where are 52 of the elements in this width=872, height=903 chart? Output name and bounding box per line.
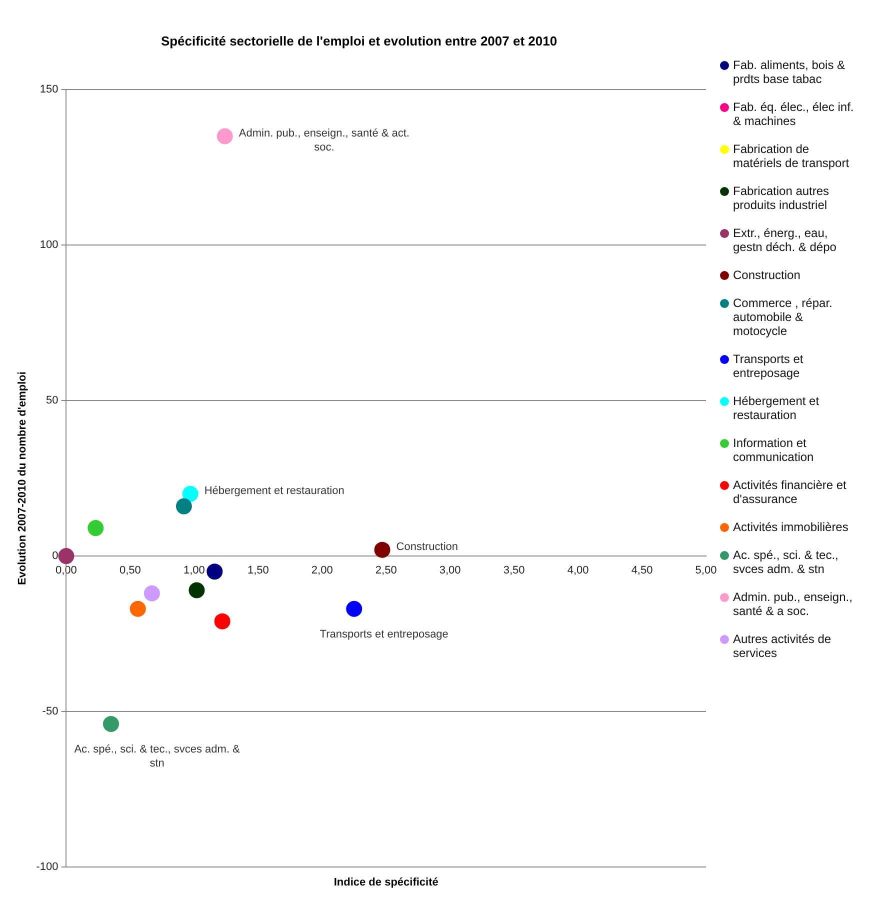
x-tick-label: 3,50 [503,564,525,577]
legend-label: Fab. aliments, bois & prdts base tabac [733,58,846,86]
point [374,542,390,558]
x-tick-label: 2,00 [311,564,333,577]
legend-label: Activités immobilières [733,520,848,534]
x-tick-label: 5,00 [695,564,717,577]
point [130,600,146,617]
point [58,548,74,564]
legend-label: Fabrication de matériels de transport [733,142,850,170]
legend-label: Admin. pub., enseign., santé & a soc. [733,590,854,618]
x-axis-title: Indice de spécificité [334,876,438,889]
point [216,128,233,144]
annotation: Hébergement et restauration [204,484,344,497]
point [346,600,362,617]
point [176,498,192,514]
point [188,582,205,598]
legend-label: Ac. spé., sci. & tec., svces adm. & stn [733,548,840,576]
legend-label: Commerce , répar. automobile & motocycle [733,296,834,338]
point [206,564,223,580]
x-tick-label: 1,50 [247,564,269,577]
y-tick-label: 50 [46,394,58,407]
x-tick-label: 2,50 [375,564,397,577]
annotation: Construction [396,540,458,553]
y-tick-label: 100 [40,239,58,252]
x-tick-label: 4,50 [631,564,653,577]
y-tick-label: -100 [36,861,58,874]
legend-label: Construction [733,268,800,282]
x-tick-label: 3,00 [439,564,461,577]
legend-label: Hébergement et restauration [733,394,820,422]
legend-label: Fab. éq. élec., élec inf. & machines [733,100,855,128]
x-tick-label: 4,00 [567,564,589,577]
annotation: Transports et entreposage [320,628,448,640]
legend-label: Transports et entreposage [733,352,804,380]
x-tick-label: 0,50 [119,564,141,577]
annotation: Admin. pub., enseign., santé & act. soc. [238,127,410,154]
point [103,716,119,732]
legend-label: Activités financière et d'assurance [733,478,848,506]
x-tick-label: 1,00 [183,564,205,577]
y-axis-title: Evolution 2007-2010 du nombre d'emploi [16,372,29,586]
point [214,613,230,630]
legend-label: Autres activités de services [733,632,832,660]
legend-label: Extr., énerg., eau, gestn déch. & dépo [733,226,838,254]
y-tick-label: 150 [40,84,58,96]
chart-title: Spécificité sectorielle de l'emploi et evolution entre 2007 et 2010 [160,33,558,48]
y-tick-label: 0 [52,550,58,562]
legend-label: Information et communication [733,436,815,464]
point [182,486,198,502]
annotation: Ac. spé., sci. & tec., svces adm. & stn [74,743,241,770]
y-tick-label: -50 [42,706,58,718]
point [144,585,160,602]
legend-label: Fabrication autres produits industriel [733,184,830,212]
point [88,520,104,536]
